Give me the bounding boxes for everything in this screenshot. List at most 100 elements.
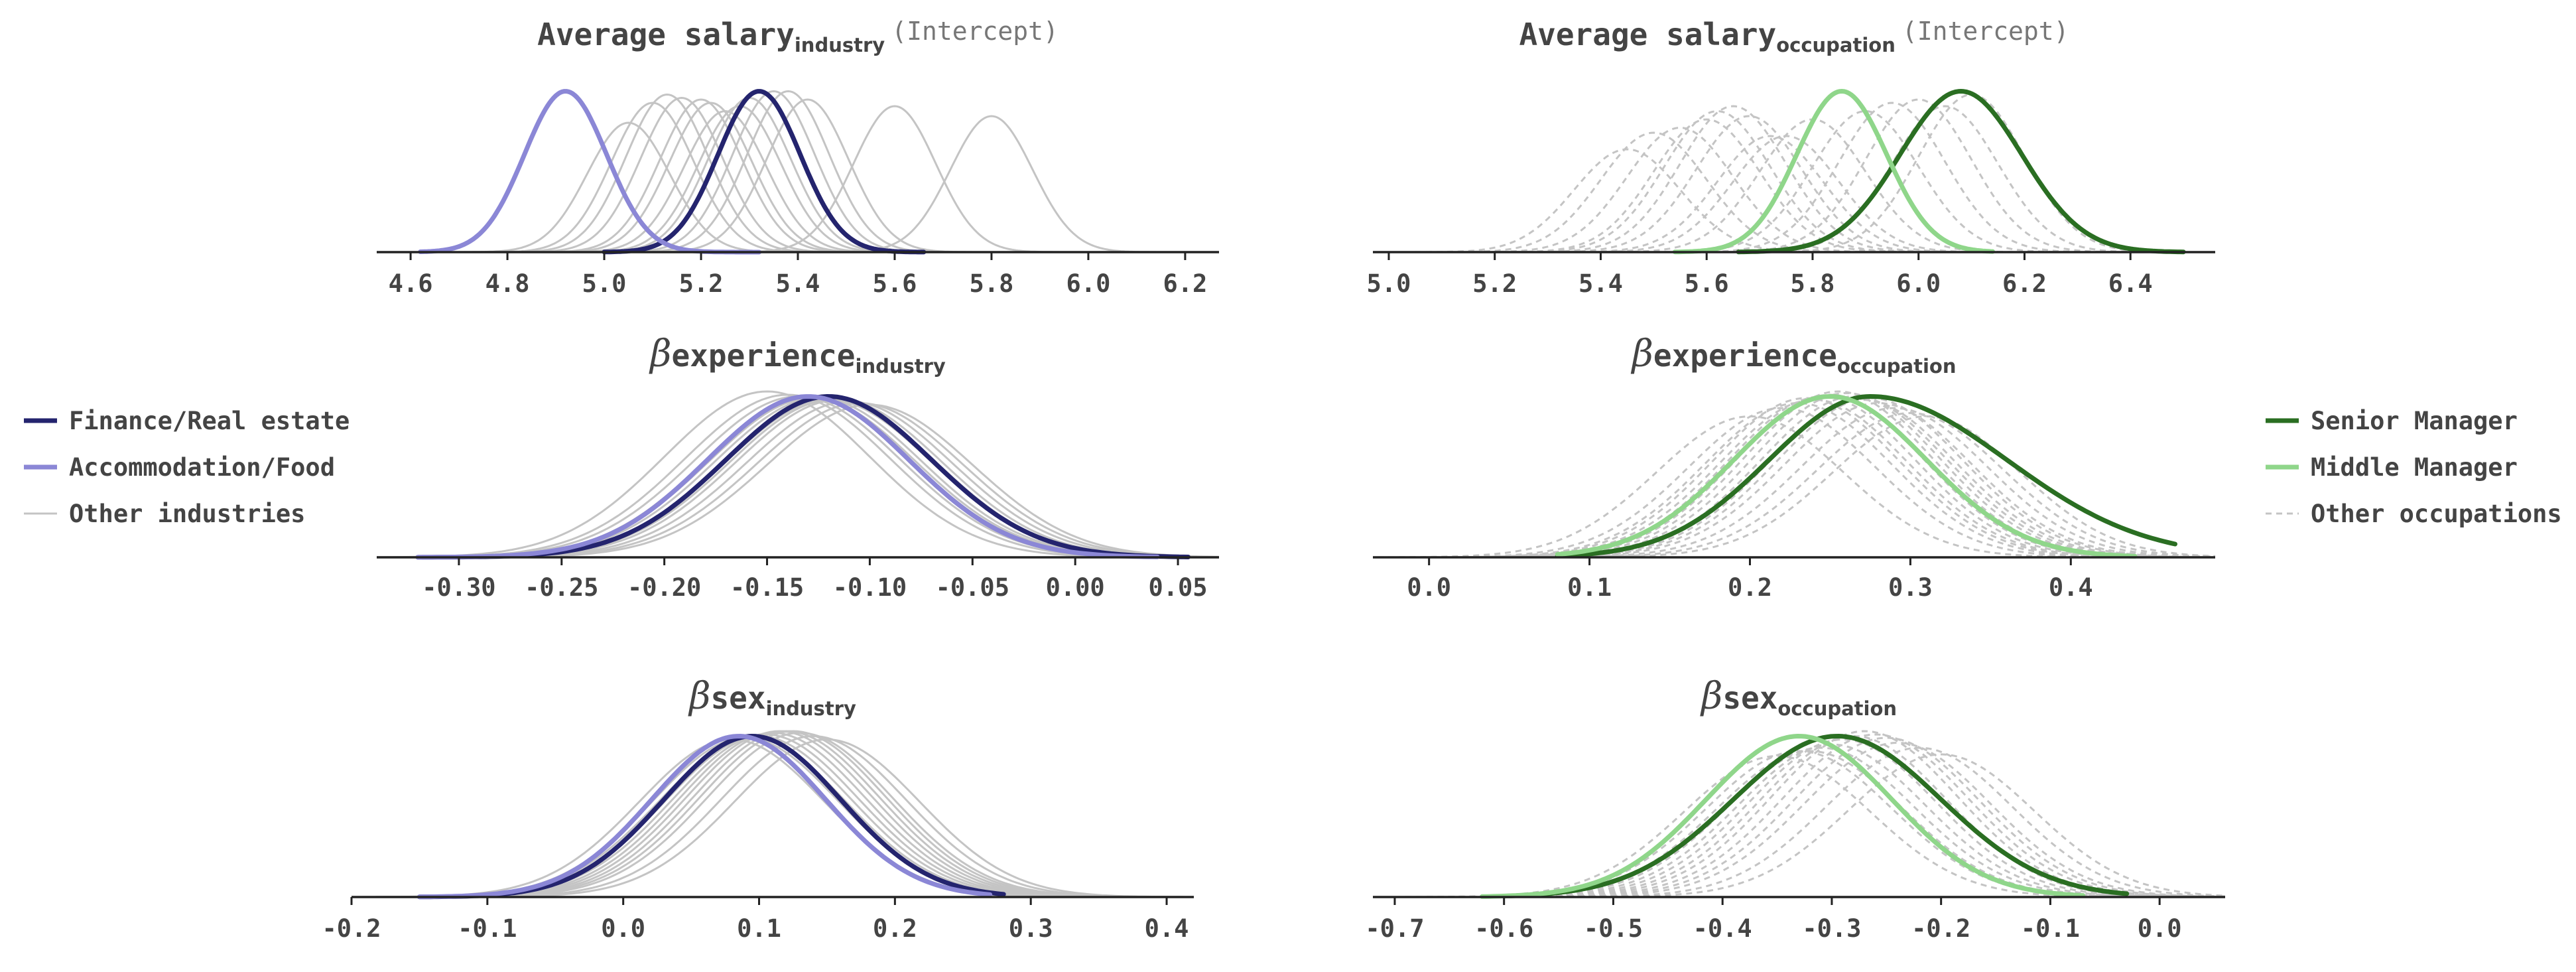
other-curve [1427,750,2171,898]
x-tick-label: -0.20 [627,573,701,602]
other-curve [1405,754,2149,898]
other-curve [438,400,1219,559]
other-curve [389,734,1129,898]
other-curve [1547,746,2226,898]
legend-label: Accommodation/Food [69,453,335,482]
x-tick-label: -0.05 [936,573,1009,602]
other-curve [1733,105,2157,253]
other-curve [1515,736,2226,898]
other-curve [643,98,972,253]
other-curve [1574,135,1998,253]
other-curve [1474,391,2215,559]
x-tick-label: -0.5 [1584,914,1643,943]
title-main: Average salary [537,17,795,52]
other-curve [1506,401,2216,559]
x-tick-label: 5.0 [582,269,627,298]
highlight-curve-1 [417,734,993,900]
other-curve [560,109,890,253]
x-tick-label: 6.4 [2108,269,2153,298]
x-tick-label: -0.25 [525,573,598,602]
other-curve [1680,102,2104,253]
other-curve [423,730,1163,898]
panel-top-right: Average salaryoccupation (Intercept) 5.0 5.… [1367,17,2215,298]
legend-label: Other occupations [2311,500,2562,528]
other-curve [502,93,832,253]
panel-title: βexperienceoccupation [1631,332,1957,378]
other-curve [1438,750,2182,898]
x-tick-label: 6.0 [1896,269,1941,298]
other-curve [403,731,1143,898]
x-tick-label: -0.15 [730,573,804,602]
other-curve [1504,733,2225,898]
highlight-curve-1 [1555,394,2138,559]
title-beta: β [649,332,671,376]
other-curve [1471,738,2215,898]
other-curve [1494,118,1919,253]
legend-label: Senior Manager [2311,407,2518,435]
other-curve [430,731,1170,898]
panel-top-left: Average salaryindustry (Intercept) 4.6 4.8 5… [377,17,1219,298]
x-tick-label: 6.2 [2002,269,2047,298]
title-beta: β [688,675,710,718]
other-curve [536,98,866,253]
other-curve [448,401,1220,559]
other-curve [377,390,1178,559]
x-tick-label: -0.10 [833,573,907,602]
other-curve [464,121,793,253]
x-tick-label: 5.6 [1685,269,1729,298]
x-tick-label: 0.1 [737,914,781,943]
legend-left: Finance/Real estate Accommodation/Food Oth… [24,407,350,528]
x-tick-label: 0.00 [1046,573,1105,602]
title-main: sex [1722,680,1777,716]
x-tick-label: -0.30 [422,573,495,602]
other-curve [407,397,1219,559]
panel-bottom-right: βsexoccupation -0.7 -0.6 -0.5 -0.4 -0.3 -0.2 -0… [1365,675,2226,943]
highlight-curve-0 [1736,89,2186,255]
other-curve [546,102,875,253]
panel-title: βexperienceindustry [649,332,946,378]
panel-middle-left: βexperienceindustry-0.30 -0.25 -0.20 -0.15-… [377,332,1220,602]
x-tick-label: 4.6 [389,269,433,298]
legend-right: Senior Manager Middle Manager Other occupa… [2266,407,2562,528]
x-tick-label: 6.0 [1066,269,1111,298]
other-curve [1466,390,2211,559]
panel-title: βsexindustry [688,675,856,720]
legend-label: Other industries [69,500,305,528]
x-tick-label: -0.1 [458,914,517,943]
other-curve [428,398,1219,559]
x-tick-label: -0.4 [1693,914,1752,943]
panel-middle-right: βexperienceoccupation 0.0 0.1 0.2 0.3 0.4 [1373,332,2216,602]
other-curve [396,733,1135,898]
other-curve [1498,397,2216,559]
title-extra: (Intercept) [1902,17,2069,46]
highlight-curve-1 [415,394,1160,560]
legend-label: Middle Manager [2311,453,2518,482]
x-tick-label: 5.4 [1578,269,1623,298]
other-curve [401,397,1219,559]
other-curve [730,105,1060,253]
x-tick-label: 0.3 [1888,573,1933,602]
other-curve [383,736,1122,898]
x-tick-label: 0.05 [1148,573,1207,602]
other-curve [1569,753,2226,898]
panel-title: βsexoccupation [1700,675,1897,720]
x-tick-label: 0.2 [1728,573,1772,602]
x-tick-label: 6.2 [1163,269,1207,298]
highlight-curve-1 [1672,89,1995,255]
title-main: Average salary [1519,17,1776,52]
title-beta: β [1631,332,1653,376]
title-subscript: occupation [1777,697,1897,720]
other-curve [410,730,1149,898]
other-curve [1537,115,1961,253]
other-curve [1433,397,2179,559]
other-curve [458,403,1220,559]
x-tick-label: -0.7 [1365,914,1424,943]
other-curve [517,96,846,253]
x-tick-label: 0.0 [601,914,645,943]
highlight-curve-0 [415,394,1191,560]
x-tick-label: 0.2 [873,914,917,943]
x-tick-label: 0.4 [2049,573,2093,602]
other-curve [1493,730,2226,898]
title-subscript: occupation [1776,34,1896,56]
